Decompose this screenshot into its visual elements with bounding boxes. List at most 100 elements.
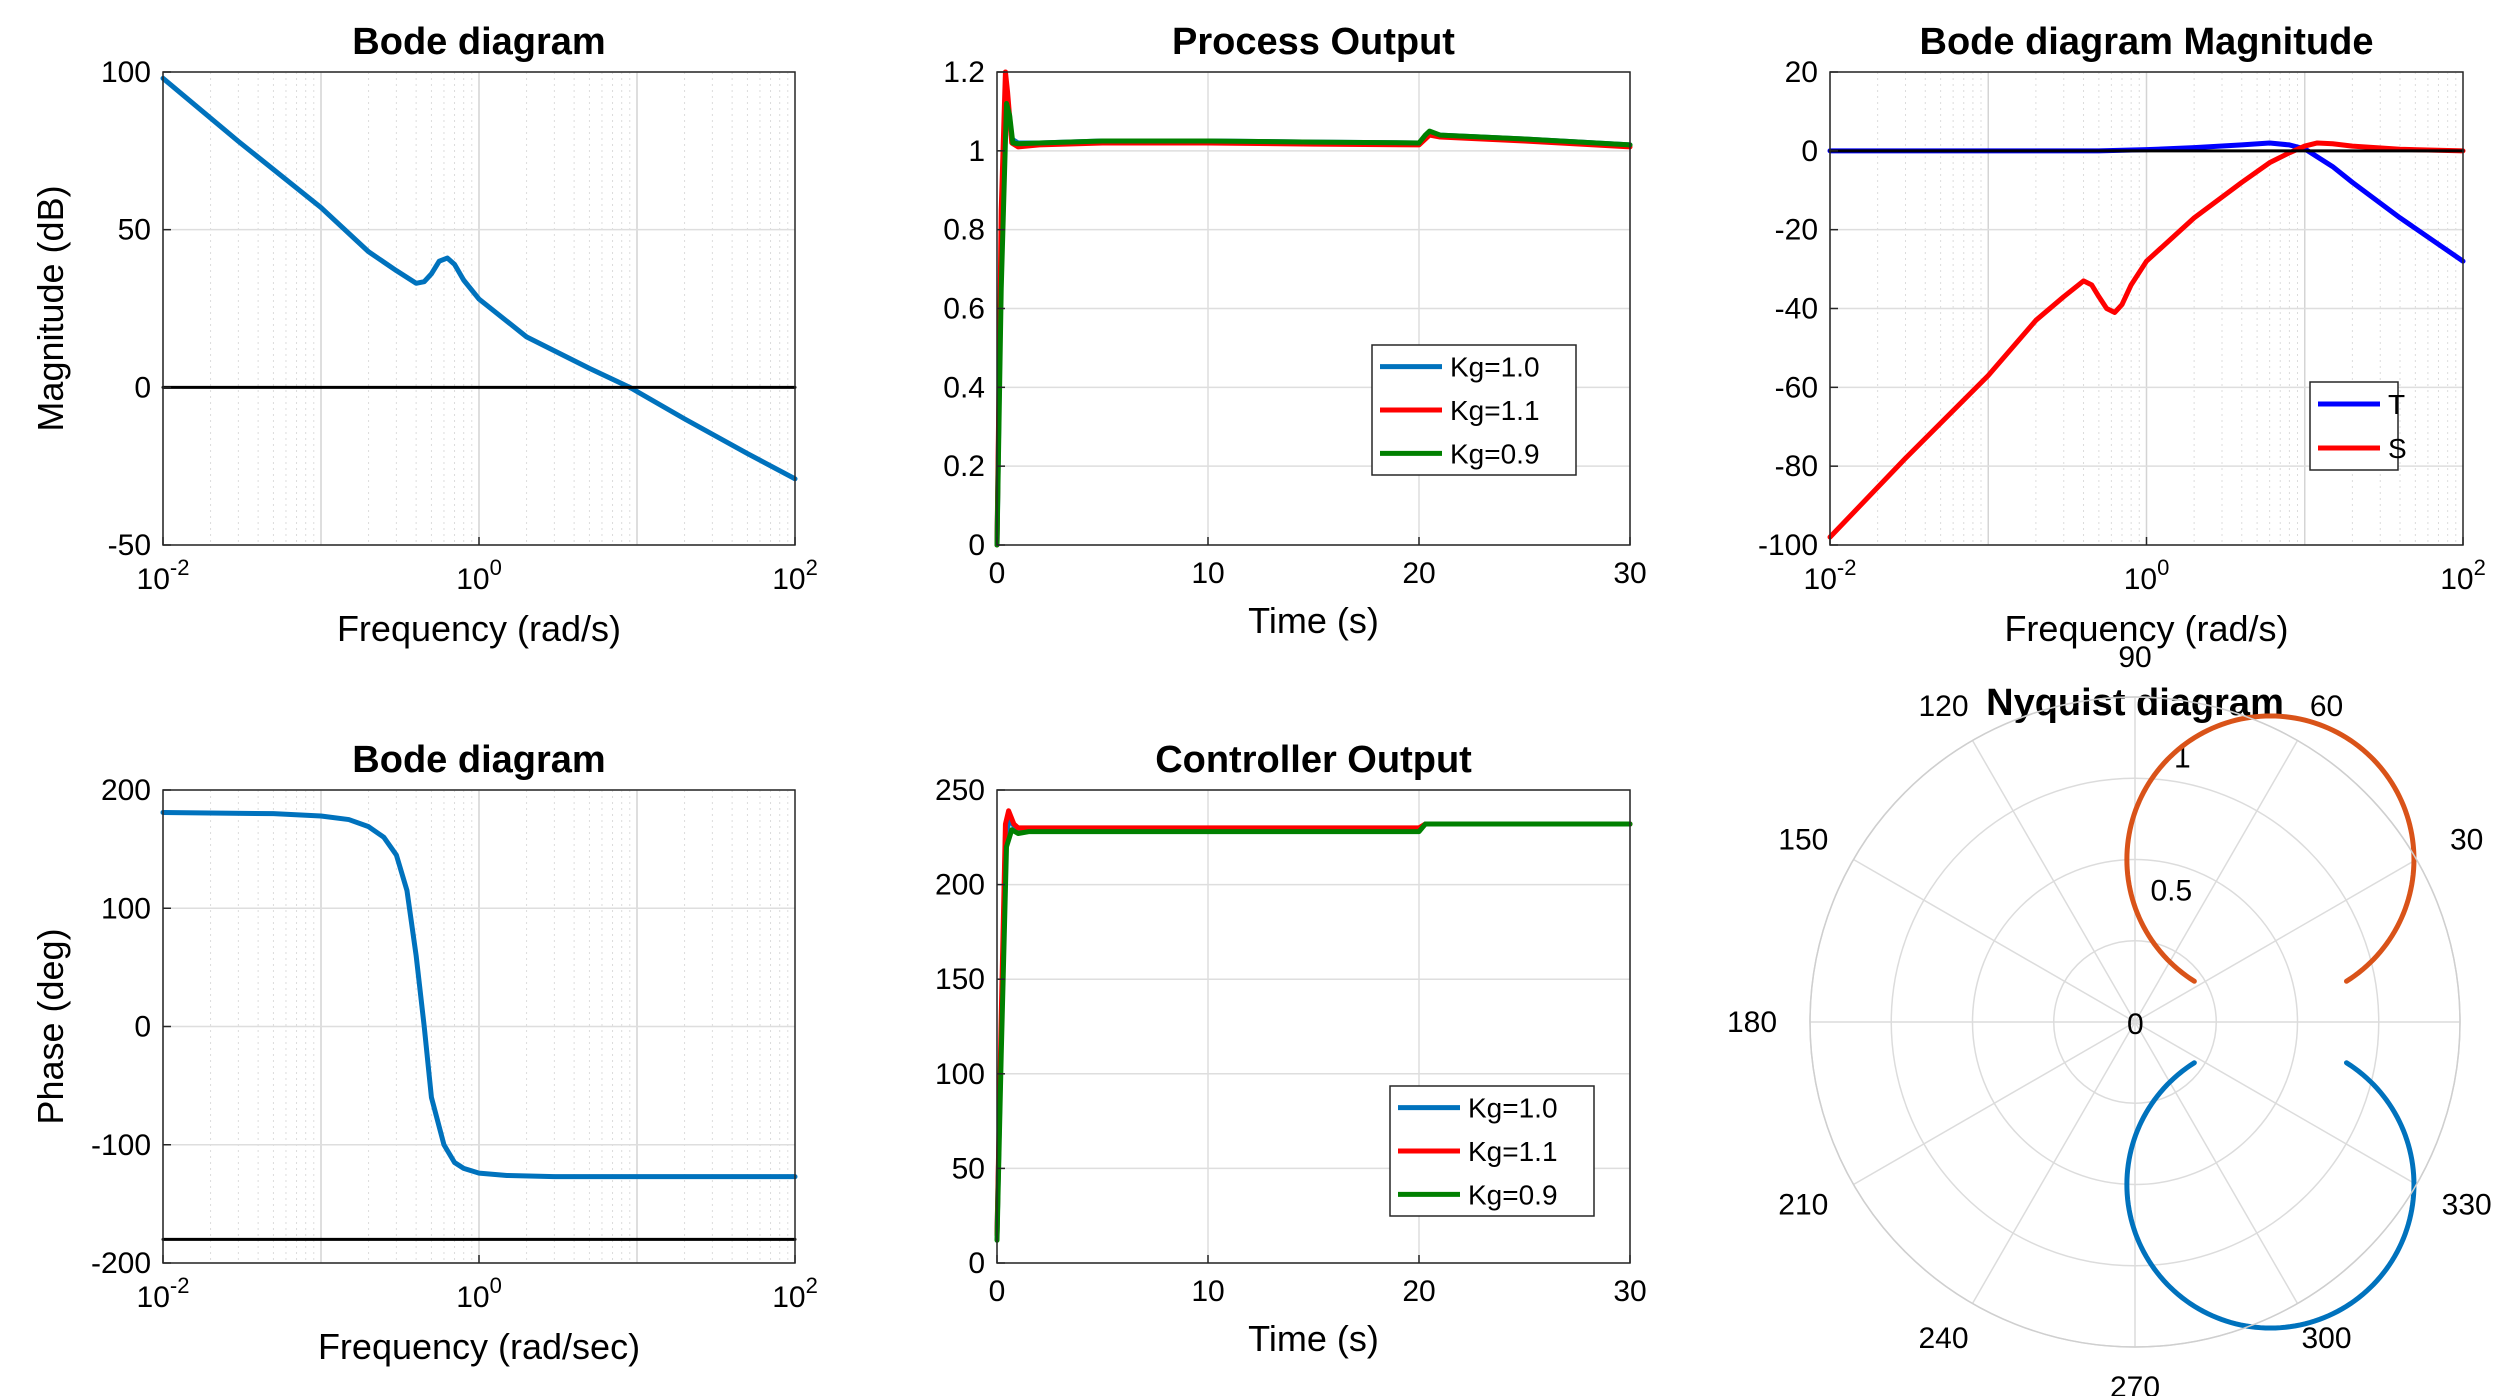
polar-spoke — [2134, 1021, 2299, 1304]
y-tick-label: 50 — [118, 214, 151, 247]
nyquist-curve-1 — [2124, 1060, 2417, 1331]
chart-title: Bode diagram — [352, 21, 605, 63]
polar-angle-label: 330 — [2442, 1189, 2492, 1222]
y-tick-label: 100 — [101, 892, 151, 925]
x-tick-label: 100 — [456, 1273, 502, 1314]
x-axis-label: Frequency (rad/s) — [2004, 608, 2288, 649]
x-axis-label: Time (s) — [1248, 1318, 1379, 1359]
x-tick-exponent: 2 — [2474, 555, 2486, 580]
polar-angle-label: 30 — [2450, 824, 2483, 857]
polar-spoke — [1971, 740, 2136, 1023]
polar-angle-label: 120 — [1918, 690, 1968, 723]
x-tick-exponent: -2 — [1837, 555, 1857, 580]
x-tick-exponent: 2 — [806, 1273, 818, 1298]
x-tick-label: 100 — [456, 555, 502, 596]
y-tick-label: 0 — [134, 1011, 151, 1044]
y-tick-label: -50 — [108, 529, 151, 562]
chart-controller-output: 0 50 100 150 200 250 0 10 20 30 Controller Output T… — [935, 739, 1647, 1359]
y-tick-label: 0.2 — [943, 450, 985, 483]
y-tick-label: -200 — [91, 1247, 151, 1280]
x-tick-exponent: -2 — [170, 1273, 190, 1298]
x-tick-exponent: 0 — [490, 1273, 502, 1298]
x-tick-base: 10 — [456, 563, 489, 596]
legend-entry: Kg=0.9 — [1468, 1179, 1558, 1210]
legend-entry: Kg=1.1 — [1468, 1136, 1558, 1167]
x-tick-label: 10 — [1191, 1275, 1224, 1308]
x-tick-label: 30 — [1613, 557, 1646, 590]
legend-entry: S — [2388, 433, 2407, 464]
x-axis-label: Time (s) — [1248, 600, 1379, 641]
y-tick-label: -60 — [1775, 371, 1818, 404]
y-tick-label: -100 — [91, 1129, 151, 1162]
x-tick-exponent: 2 — [806, 555, 818, 580]
polar-spoke — [1853, 1021, 2136, 1186]
y-tick-label: 1 — [968, 135, 985, 168]
polar-r-label: 0 — [2127, 1008, 2144, 1041]
chart-title: Process Output — [1172, 21, 1455, 63]
y-tick-label: -100 — [1758, 529, 1818, 562]
y-tick-label: 0.8 — [943, 214, 985, 247]
y-tick-label: 1.2 — [943, 56, 985, 89]
y-tick-label: 100 — [935, 1058, 985, 1091]
y-tick-label: -40 — [1775, 293, 1818, 326]
x-tick-label: 102 — [772, 1273, 818, 1314]
grid — [162, 789, 795, 1264]
y-axis-label: Magnitude (dB) — [30, 185, 71, 431]
polar-outer-circle — [1809, 696, 2461, 1348]
y-tick-label: 200 — [101, 774, 151, 807]
x-axis-label: Frequency (rad/sec) — [318, 1326, 640, 1367]
y-tick-label: 100 — [101, 56, 151, 89]
x-tick-label: 10-2 — [137, 555, 190, 596]
x-tick-label: 0 — [989, 1275, 1006, 1308]
chart-title: Controller Output — [1155, 739, 1472, 781]
chart-nyquist: Nyquist diagram0306090120150180210240270… — [1727, 641, 2492, 1396]
y-tick-label: 200 — [935, 869, 985, 902]
legend: Kg=1.0 Kg=1.1 Kg=0.9 — [1371, 344, 1577, 476]
polar-angle-label: 150 — [1778, 824, 1828, 857]
y-tick-label: 50 — [952, 1152, 985, 1185]
y-tick-label: 250 — [935, 774, 985, 807]
legend-entry: Kg=1.1 — [1450, 395, 1540, 426]
grid — [162, 71, 795, 546]
y-tick-label: 0.4 — [943, 371, 985, 404]
y-tick-label: 150 — [935, 963, 985, 996]
y-tick-label: 0.6 — [943, 293, 985, 326]
x-tick-exponent: 0 — [490, 555, 502, 580]
series-line-2 — [994, 821, 1633, 1243]
polar-spoke — [2134, 740, 2299, 1023]
x-tick-label: 10-2 — [1804, 555, 1857, 596]
series-line-2 — [994, 101, 1633, 548]
x-axis-label: Frequency (rad/s) — [337, 608, 621, 649]
x-tick-base: 10 — [137, 1281, 170, 1314]
x-tick-label: 10 — [1191, 557, 1224, 590]
chart-title: Bode diagram — [352, 739, 605, 781]
x-tick-label: 20 — [1402, 557, 1435, 590]
x-tick-base: 10 — [2440, 563, 2473, 596]
x-tick-label: 10-2 — [137, 1273, 190, 1314]
polar-spoke — [2134, 1021, 2417, 1186]
chart-process-output: 0 0.2 0.4 0.6 0.8 1 1.2 0 10 20 30 Process Output Ti… — [943, 21, 1646, 641]
x-tick-label: 100 — [2124, 555, 2170, 596]
x-tick-base: 10 — [456, 1281, 489, 1314]
legend: TS — [2309, 381, 2407, 471]
y-tick-label: 0 — [1801, 135, 1818, 168]
y-tick-label: -80 — [1775, 450, 1818, 483]
series-line-0 — [160, 809, 798, 1180]
polar-angle-label: 300 — [2301, 1322, 2351, 1355]
x-tick-base: 10 — [772, 563, 805, 596]
x-tick-base: 10 — [137, 563, 170, 596]
legend-entry: Kg=0.9 — [1450, 438, 1540, 469]
legend-box — [2309, 381, 2399, 471]
series-line-1 — [1827, 140, 2466, 540]
polar-angle-label: 270 — [2110, 1371, 2160, 1396]
y-axis-label: Phase (deg) — [30, 928, 71, 1124]
y-tick-label: -20 — [1775, 214, 1818, 247]
polar-angle-label: 180 — [1727, 1006, 1777, 1039]
polar-angle-label: 240 — [1918, 1322, 1968, 1355]
x-tick-label: 102 — [2440, 555, 2486, 596]
x-tick-exponent: 0 — [2157, 555, 2169, 580]
x-tick-base: 10 — [772, 1281, 805, 1314]
